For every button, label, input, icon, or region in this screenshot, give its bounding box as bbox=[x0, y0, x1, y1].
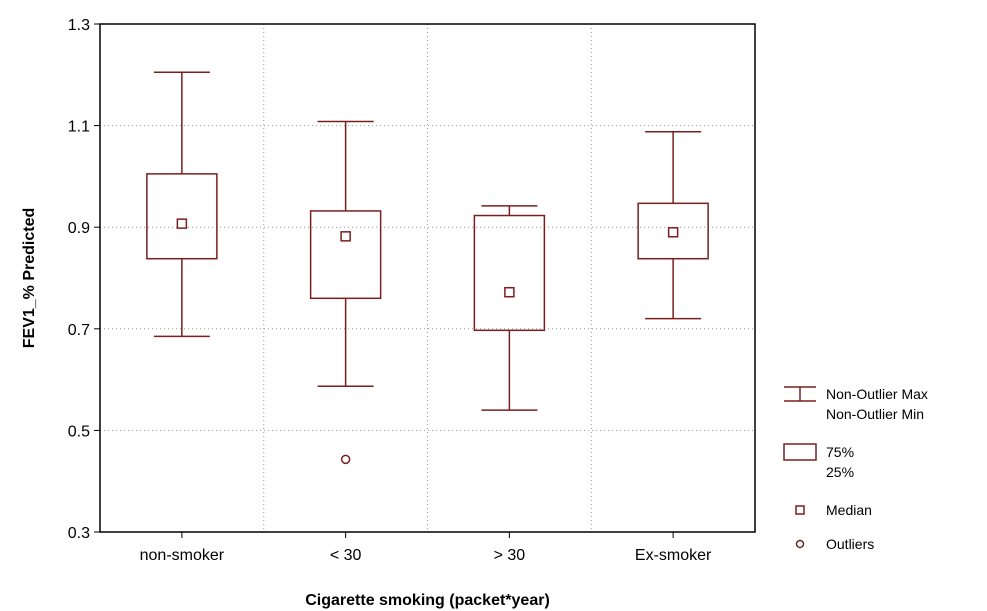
legend-item-median: Median bbox=[795, 502, 872, 518]
boxes bbox=[146, 71, 709, 465]
legend-box-symbol bbox=[783, 443, 817, 461]
x-tick-label: non-smoker bbox=[140, 547, 225, 564]
y-tick-label: 1.3 bbox=[68, 17, 90, 34]
median-marker bbox=[504, 286, 515, 298]
x-tick-label: < 30 bbox=[330, 547, 362, 564]
legend-item-box: 75%25% bbox=[783, 443, 854, 480]
y-axis-title: FEV1_% Predicted bbox=[21, 208, 38, 349]
legend-label: 75% bbox=[826, 444, 854, 460]
plot-area-frame bbox=[99, 23, 756, 533]
median-marker bbox=[176, 218, 188, 229]
legend-outlier-symbol bbox=[795, 539, 805, 549]
legend-label: Non-Outlier Min bbox=[826, 406, 924, 422]
legend-label: Non-Outlier Max bbox=[826, 386, 928, 402]
y-axis-ticks: 0.3 0.5 0.7 0.9 1.1 1.3 bbox=[68, 17, 100, 542]
y-tick-label: 1.1 bbox=[68, 119, 90, 136]
legend-label: Outliers bbox=[826, 536, 874, 552]
y-tick-label: 0.9 bbox=[68, 220, 90, 237]
x-axis-ticks: non-smoker < 30 > 30 Ex-smoker bbox=[140, 532, 712, 564]
box-group bbox=[146, 71, 218, 338]
x-axis-title: Cigarette smoking (packet*year) bbox=[305, 592, 550, 609]
outlier-point bbox=[340, 454, 351, 465]
median-marker bbox=[340, 231, 351, 242]
x-tick-label: > 30 bbox=[494, 547, 526, 564]
legend-item-whisker: Non-Outlier Max Non-Outlier Min bbox=[784, 386, 928, 422]
median-marker bbox=[667, 227, 679, 238]
legend-label: 25% bbox=[826, 464, 854, 480]
box-iqr bbox=[473, 214, 546, 332]
box-iqr bbox=[309, 210, 382, 300]
grid bbox=[100, 24, 755, 532]
legend-label: Median bbox=[826, 502, 872, 518]
legend-item-outlier: Outliers bbox=[795, 536, 874, 552]
box-iqr bbox=[146, 173, 218, 260]
legend-median-symbol bbox=[795, 505, 805, 515]
box-group bbox=[473, 205, 546, 411]
y-tick-label: 0.7 bbox=[68, 322, 90, 339]
box-group bbox=[637, 130, 709, 320]
x-tick-label: Ex-smoker bbox=[635, 547, 712, 564]
box-iqr bbox=[637, 202, 709, 260]
y-tick-label: 0.3 bbox=[68, 525, 90, 542]
y-tick-label: 0.5 bbox=[68, 423, 90, 440]
box-group bbox=[309, 120, 382, 465]
